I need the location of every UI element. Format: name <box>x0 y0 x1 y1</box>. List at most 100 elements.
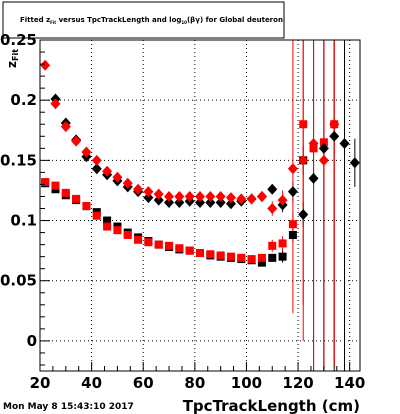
data-point-diamond <box>81 146 92 158</box>
data-point-diamond <box>298 154 309 166</box>
data-point-diamond <box>153 194 164 206</box>
data-point-square <box>257 253 266 262</box>
y-tick-label: 0.2 <box>10 91 37 109</box>
y-tick-label: 0.25 <box>0 31 37 49</box>
data-point-square <box>92 211 101 220</box>
data-point-square <box>144 238 153 247</box>
data-point-square <box>226 252 235 261</box>
x-tick-label: 120 <box>282 374 313 392</box>
data-point-square <box>154 240 163 249</box>
data-point-diamond <box>318 142 329 154</box>
data-point-diamond <box>164 190 175 202</box>
data-point-square <box>247 255 256 264</box>
data-point-diamond <box>329 130 340 142</box>
y-tick-label: 0.1 <box>10 212 37 230</box>
data-point-diamond <box>256 190 267 202</box>
timestamp: Mon May 8 15:43:10 2017 <box>3 402 134 412</box>
plot-frame <box>39 39 361 372</box>
data-point-square <box>268 241 277 250</box>
data-point-square <box>288 220 297 229</box>
data-point-square <box>41 178 50 187</box>
data-point-square <box>82 202 91 211</box>
data-point-diamond <box>91 163 102 175</box>
data-point-diamond <box>205 190 216 202</box>
data-point-square <box>51 181 60 190</box>
axis-ticks: 20 40 60 80 100 120 140 0 0.05 0.1 0.15 0.2 0.25 <box>0 31 365 392</box>
data-point-square <box>216 251 225 260</box>
data-point-square <box>185 246 194 255</box>
x-tick-label: 60 <box>133 374 154 392</box>
data-point-square <box>257 258 266 267</box>
data-point-diamond <box>174 196 185 208</box>
data-point-diamond <box>195 196 205 208</box>
data-point-diamond <box>236 193 247 205</box>
data-point-diamond <box>60 121 71 133</box>
data-point-diamond <box>174 190 185 202</box>
data-point-diamond <box>184 190 195 202</box>
x-tick-label: 140 <box>334 374 365 392</box>
data-point-diamond <box>195 190 205 202</box>
data-point-diamond <box>267 183 278 195</box>
data-point-diamond <box>318 154 329 166</box>
x-axis-label: TpcTrackLength (cm) <box>183 397 360 414</box>
chart-title: Fitted zFit versus TpcTrackLength and lo… <box>20 16 283 25</box>
data-point-diamond <box>143 186 154 198</box>
data-point-diamond <box>225 192 236 204</box>
data-point-diamond <box>339 138 350 150</box>
data-point-square <box>103 216 112 225</box>
y-tick-label: 0.05 <box>0 272 37 290</box>
data-point-diamond <box>40 59 51 71</box>
data-point-diamond <box>112 171 123 183</box>
data-point-diamond <box>143 192 154 204</box>
x-tick-label: 40 <box>81 374 102 392</box>
data-point-diamond <box>71 135 82 147</box>
y-axis-label: zFit <box>5 49 20 68</box>
data-point-square <box>278 239 287 248</box>
y-tick-label: 0 <box>27 332 37 350</box>
data-point-diamond <box>133 183 144 195</box>
data-point-square <box>123 230 132 239</box>
data-point-diamond <box>102 165 113 177</box>
data-point-square <box>319 138 328 147</box>
data-point-square <box>206 250 215 259</box>
x-tick-label: 100 <box>231 374 262 392</box>
title-box <box>2 1 285 39</box>
data-point-diamond <box>349 157 360 169</box>
data-point-diamond <box>122 177 133 189</box>
data-point-diamond <box>91 154 102 166</box>
data-point-diamond <box>164 196 175 208</box>
data-point-square <box>165 241 174 250</box>
y-tick-label: 0.15 <box>0 151 37 169</box>
data-point-diamond <box>153 188 164 200</box>
data-point-diamond <box>267 203 278 215</box>
data-point-diamond <box>215 190 226 202</box>
data-point-square <box>113 226 122 235</box>
data-point-square <box>237 253 246 262</box>
x-tick-label: 20 <box>30 374 51 392</box>
data-point-diamond <box>308 138 319 150</box>
error-bars <box>271 40 356 371</box>
data-point-diamond <box>308 172 319 184</box>
data-point-square <box>299 120 308 129</box>
x-tick-label: 80 <box>184 374 205 392</box>
data-point-diamond <box>205 196 216 208</box>
data-point-square <box>72 194 81 203</box>
data-point-diamond <box>329 118 340 130</box>
data-point-square <box>175 244 184 253</box>
data-point-diamond <box>287 186 298 198</box>
data-point-diamond <box>277 194 288 206</box>
data-markers <box>40 59 360 267</box>
data-point-diamond <box>215 196 226 208</box>
data-point-square <box>196 249 204 258</box>
data-point-square <box>61 188 70 197</box>
data-point-diamond <box>246 193 257 205</box>
data-point-diamond <box>50 98 61 110</box>
data-point-square <box>103 222 112 231</box>
data-point-diamond <box>225 198 236 210</box>
data-point-diamond <box>298 209 309 221</box>
data-point-square <box>288 230 297 239</box>
data-point-square <box>278 252 287 261</box>
data-point-square <box>134 235 143 244</box>
data-point-square <box>268 253 277 262</box>
